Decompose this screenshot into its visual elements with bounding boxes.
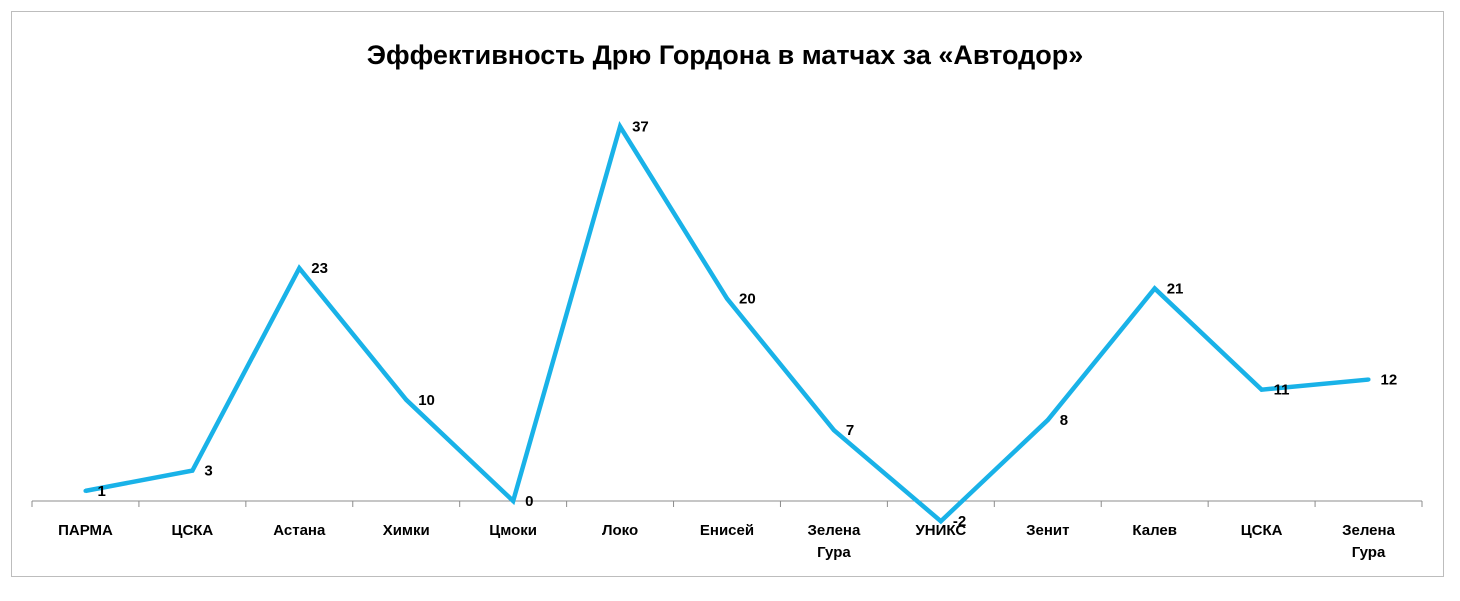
data-point	[1259, 387, 1264, 392]
data-point	[1152, 286, 1157, 291]
data-label: 21	[1167, 280, 1184, 297]
data-label: 0	[525, 493, 533, 510]
data-point	[938, 519, 943, 524]
data-point	[1366, 377, 1371, 382]
data-label: 8	[1060, 412, 1068, 429]
x-tick-label: Зелена	[1342, 522, 1395, 539]
data-label: 12	[1381, 372, 1398, 389]
data-point	[190, 468, 195, 473]
x-tick-label: Гура	[817, 544, 851, 561]
data-point	[1045, 418, 1050, 423]
data-label: 1	[97, 483, 105, 500]
data-point	[725, 296, 729, 301]
data-label: 7	[846, 422, 854, 439]
data-label: 10	[418, 392, 435, 409]
x-tick-label: Гура	[1352, 544, 1386, 561]
x-tick-label: Зенит	[1026, 522, 1069, 539]
data-label: 37	[632, 119, 649, 136]
x-tick-label: ЦСКА	[171, 522, 213, 539]
x-tick-label: Енисей	[700, 522, 754, 539]
category-label-layer: ПАРМА ЦСКА Астана Химки Цмоки Локо Енисей Зелен…	[58, 522, 1396, 561]
x-tick-label: Астана	[273, 522, 326, 539]
data-label: 11	[1274, 382, 1290, 399]
data-label: 3	[204, 463, 212, 480]
data-point	[618, 124, 623, 129]
x-tick-label: УНИКС	[915, 522, 966, 539]
series-line	[85, 121, 1369, 525]
x-tick-label: Химки	[383, 522, 430, 539]
x-tick-label: Калев	[1132, 522, 1177, 539]
data-point	[83, 488, 88, 493]
data-label-layer: 1 3 23 10 0 37 20 7 -2 8 21 11 12	[97, 119, 1397, 531]
data-label: 20	[739, 291, 756, 308]
data-point	[297, 266, 302, 271]
x-tick-label: Зелена	[808, 522, 861, 539]
line-chart: Эффективность Дрю Гордона в матчах за «А…	[31, 40, 1423, 561]
series-line-layer	[83, 121, 1371, 525]
x-tick-label: ЦСКА	[1241, 522, 1283, 539]
data-point	[404, 397, 409, 402]
x-tick-label: Цмоки	[489, 522, 537, 539]
x-tick-label: ПАРМА	[58, 522, 113, 539]
data-point	[831, 428, 836, 433]
x-axis	[31, 500, 1423, 507]
chart-title: Эффективность Дрю Гордона в матчах за «А…	[367, 40, 1084, 70]
x-tick-label: Локо	[602, 522, 638, 539]
data-label: 23	[311, 260, 328, 277]
data-point	[511, 499, 516, 503]
data-label: -2	[953, 513, 966, 530]
chart-frame: Эффективность Дрю Гордона в матчах за «А…	[11, 11, 1444, 577]
